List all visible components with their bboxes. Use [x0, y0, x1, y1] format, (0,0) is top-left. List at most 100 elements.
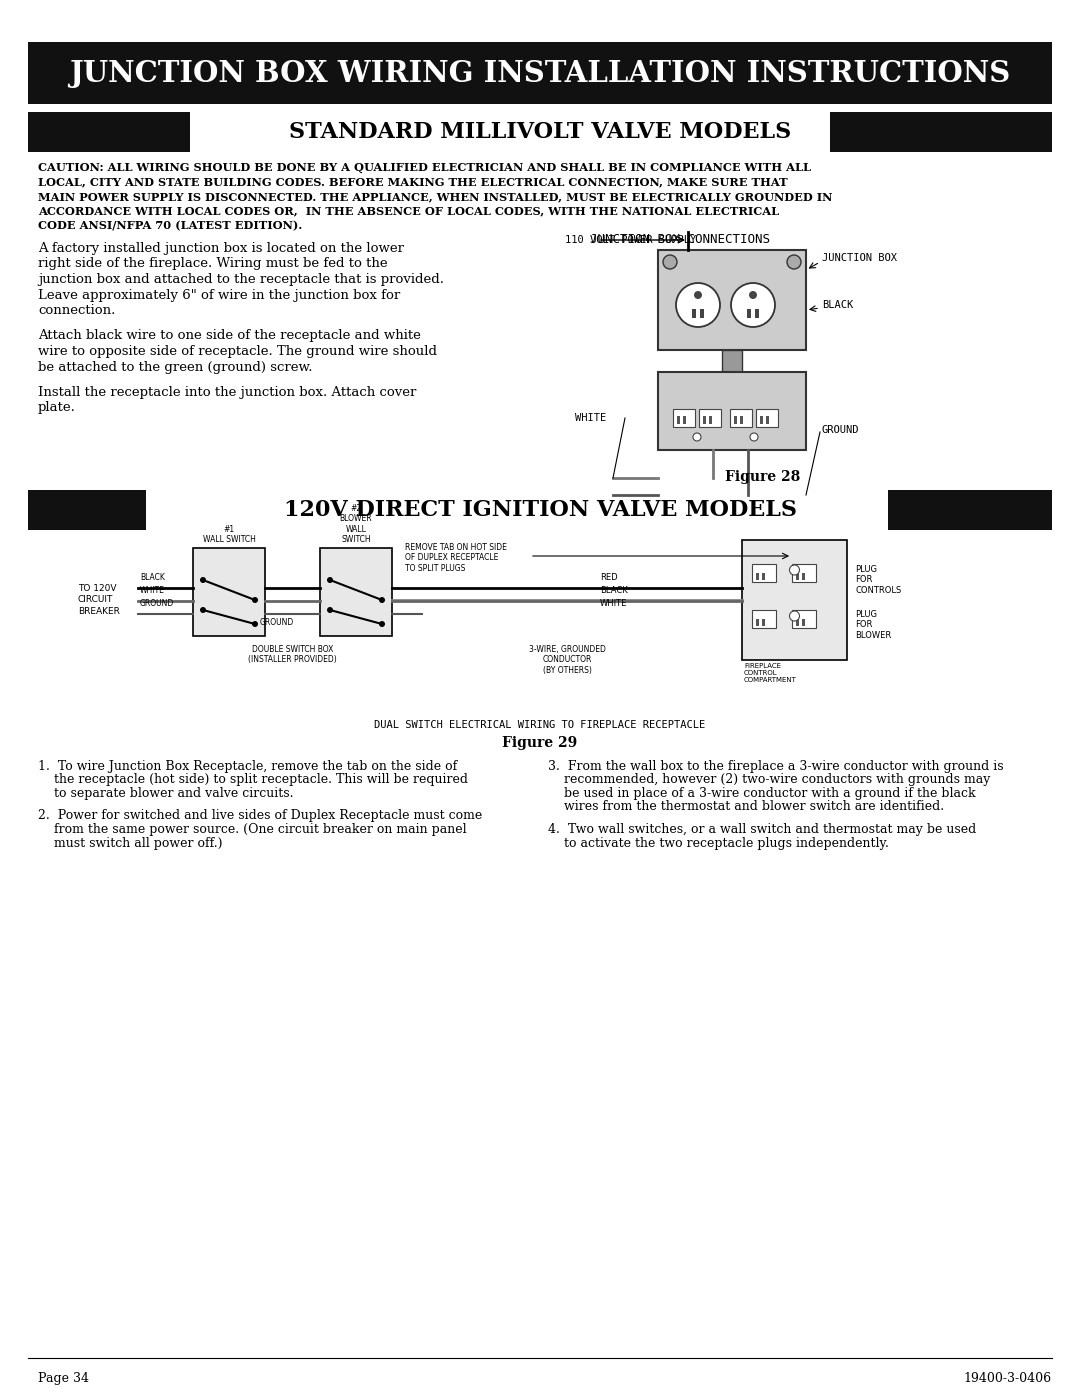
- Text: WHITE: WHITE: [575, 414, 606, 423]
- Bar: [766, 416, 769, 425]
- Bar: [683, 416, 686, 425]
- Circle shape: [789, 610, 799, 622]
- Text: TO 120V
CIRCUIT
BREAKER: TO 120V CIRCUIT BREAKER: [78, 584, 120, 616]
- Text: 2.  Power for switched and live sides of Duplex Receptacle must come: 2. Power for switched and live sides of …: [38, 809, 483, 823]
- Text: JUNCTION BOX WIRING INSTALLATION INSTRUCTIONS: JUNCTION BOX WIRING INSTALLATION INSTRUC…: [69, 59, 1011, 88]
- Circle shape: [731, 284, 775, 327]
- Text: 120V DIRECT IGNITION VALVE MODELS: 120V DIRECT IGNITION VALVE MODELS: [283, 499, 797, 521]
- Text: GROUND: GROUND: [260, 617, 294, 627]
- Text: RED: RED: [600, 573, 618, 583]
- Text: Page 34: Page 34: [38, 1372, 89, 1384]
- Circle shape: [676, 284, 720, 327]
- Text: JUNCTION BOX CONNECTIONS: JUNCTION BOX CONNECTIONS: [590, 233, 770, 246]
- Text: be used in place of a 3-wire conductor with a ground if the black: be used in place of a 3-wire conductor w…: [548, 787, 975, 800]
- Circle shape: [200, 577, 206, 583]
- Text: Figure 29: Figure 29: [502, 736, 578, 750]
- Text: be attached to the green (ground) screw.: be attached to the green (ground) screw.: [38, 360, 312, 373]
- Bar: [699, 409, 721, 427]
- Bar: [730, 409, 752, 427]
- Text: ACCORDANCE WITH LOCAL CODES OR,  IN THE ABSENCE OF LOCAL CODES, WITH THE NATIONA: ACCORDANCE WITH LOCAL CODES OR, IN THE A…: [38, 205, 779, 217]
- Bar: [28, 42, 1052, 103]
- Circle shape: [694, 291, 702, 299]
- Text: Figure 28: Figure 28: [725, 469, 800, 483]
- Bar: [747, 309, 751, 319]
- Bar: [193, 548, 265, 636]
- Text: wire to opposite side of receptacle. The ground wire should: wire to opposite side of receptacle. The…: [38, 345, 437, 358]
- Circle shape: [379, 597, 384, 604]
- Bar: [802, 619, 805, 626]
- Bar: [692, 309, 696, 319]
- Text: BLACK: BLACK: [140, 573, 165, 583]
- Circle shape: [693, 433, 701, 441]
- Text: JUNCTION BOX: JUNCTION BOX: [822, 253, 897, 263]
- Text: #1
WALL SWITCH: #1 WALL SWITCH: [203, 525, 256, 543]
- Bar: [673, 409, 696, 427]
- Text: #2
BLOWER
WALL
SWITCH: #2 BLOWER WALL SWITCH: [340, 504, 373, 543]
- Text: GROUND: GROUND: [140, 599, 174, 608]
- Circle shape: [787, 256, 801, 270]
- Text: the receptacle (hot side) to split receptacle. This will be required: the receptacle (hot side) to split recep…: [38, 774, 468, 787]
- Bar: [796, 573, 799, 580]
- Circle shape: [789, 564, 799, 576]
- Circle shape: [327, 608, 333, 613]
- Text: right side of the fireplace. Wiring must be fed to the: right side of the fireplace. Wiring must…: [38, 257, 388, 271]
- Bar: [888, 490, 1052, 529]
- Text: 3.  From the wall box to the fireplace a 3-wire conductor with ground is: 3. From the wall box to the fireplace a …: [548, 760, 1003, 773]
- Text: from the same power source. (One circuit breaker on main panel: from the same power source. (One circuit…: [38, 823, 467, 835]
- Text: to activate the two receptacle plugs independently.: to activate the two receptacle plugs ind…: [548, 837, 889, 849]
- Bar: [320, 548, 392, 636]
- Bar: [831, 112, 1052, 152]
- Text: 19400-3-0406: 19400-3-0406: [963, 1372, 1052, 1384]
- Text: PLUG
FOR
BLOWER: PLUG FOR BLOWER: [855, 610, 891, 640]
- Bar: [792, 564, 816, 583]
- Circle shape: [252, 622, 258, 627]
- Bar: [760, 416, 762, 425]
- Bar: [658, 372, 806, 450]
- Bar: [700, 309, 704, 319]
- Text: wires from the thermostat and blower switch are identified.: wires from the thermostat and blower swi…: [548, 800, 944, 813]
- Text: GROUND: GROUND: [822, 425, 860, 434]
- Bar: [792, 610, 816, 629]
- Bar: [742, 541, 847, 659]
- Text: Attach black wire to one side of the receptacle and white: Attach black wire to one side of the rec…: [38, 330, 421, 342]
- Text: REMOVE TAB ON HOT SIDE
OF DUPLEX RECEPTACLE
TO SPLIT PLUGS: REMOVE TAB ON HOT SIDE OF DUPLEX RECEPTA…: [405, 543, 507, 573]
- Text: BLACK: BLACK: [822, 300, 853, 310]
- Circle shape: [750, 433, 758, 441]
- Text: BLACK: BLACK: [600, 585, 627, 595]
- Bar: [752, 610, 777, 629]
- Text: WHITE: WHITE: [140, 585, 165, 595]
- Bar: [762, 573, 765, 580]
- Bar: [762, 619, 765, 626]
- Text: Leave approximately 6" of wire in the junction box for: Leave approximately 6" of wire in the ju…: [38, 289, 401, 302]
- Bar: [28, 112, 190, 152]
- Circle shape: [379, 622, 384, 627]
- Text: WHITE: WHITE: [600, 599, 627, 608]
- Circle shape: [663, 256, 677, 270]
- Circle shape: [750, 291, 757, 299]
- Circle shape: [200, 608, 206, 613]
- Bar: [658, 250, 806, 351]
- Text: Install the receptacle into the junction box. Attach cover: Install the receptacle into the junction…: [38, 386, 417, 400]
- Bar: [755, 309, 759, 319]
- Text: 1.  To wire Junction Box Receptacle, remove the tab on the side of: 1. To wire Junction Box Receptacle, remo…: [38, 760, 457, 773]
- Text: LOCAL, CITY AND STATE BUILDING CODES. BEFORE MAKING THE ELECTRICAL CONNECTION, M: LOCAL, CITY AND STATE BUILDING CODES. BE…: [38, 176, 787, 187]
- Bar: [708, 416, 712, 425]
- Bar: [752, 564, 777, 583]
- Bar: [28, 490, 146, 529]
- Bar: [734, 416, 737, 425]
- Bar: [756, 619, 759, 626]
- Bar: [677, 416, 680, 425]
- Text: must switch all power off.): must switch all power off.): [38, 837, 222, 849]
- Text: 4.  Two wall switches, or a wall switch and thermostat may be used: 4. Two wall switches, or a wall switch a…: [548, 823, 976, 835]
- Text: PLUG
FOR
CONTROLS: PLUG FOR CONTROLS: [855, 564, 901, 595]
- Bar: [796, 619, 799, 626]
- Text: A factory installed junction box is located on the lower: A factory installed junction box is loca…: [38, 242, 404, 256]
- Text: 110 VOLT POWER SUPPLY: 110 VOLT POWER SUPPLY: [565, 235, 697, 244]
- Text: FIREPLACE
CONTROL
COMPARTMENT: FIREPLACE CONTROL COMPARTMENT: [744, 664, 797, 683]
- Bar: [802, 573, 805, 580]
- Bar: [756, 409, 778, 427]
- Text: connection.: connection.: [38, 305, 116, 317]
- Text: junction box and attached to the receptacle that is provided.: junction box and attached to the recepta…: [38, 272, 444, 286]
- Text: 3-WIRE, GROUNDED
CONDUCTOR
(BY OTHERS): 3-WIRE, GROUNDED CONDUCTOR (BY OTHERS): [528, 645, 606, 675]
- Circle shape: [252, 597, 258, 604]
